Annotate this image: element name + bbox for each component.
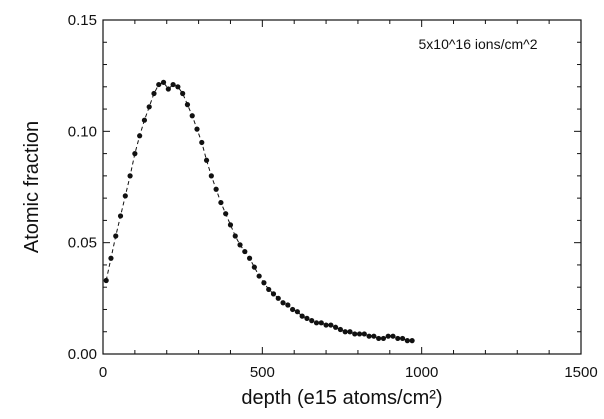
data-point (347, 329, 353, 335)
data-point (165, 86, 171, 92)
x-tick-label: 0 (99, 364, 107, 381)
data-point (275, 295, 281, 301)
data-point (266, 286, 272, 293)
data-point (294, 309, 300, 315)
data-point (180, 90, 186, 97)
data-point (117, 213, 124, 219)
data-point (122, 193, 128, 199)
data-point (376, 335, 382, 342)
data-point (380, 335, 387, 342)
data-point (385, 333, 391, 339)
data-point (146, 104, 152, 110)
data-point (170, 81, 176, 88)
data-point (371, 333, 377, 339)
data-point (318, 320, 324, 326)
data-point (242, 248, 248, 255)
data-point (404, 338, 410, 344)
data-point (337, 326, 344, 333)
plot-frame (102, 19, 582, 355)
data-point (160, 79, 167, 85)
data-point (151, 90, 157, 97)
x-tick-label: 1000 (405, 364, 438, 381)
data-point (285, 302, 291, 308)
data-point (208, 173, 214, 179)
tick-labels: 0 500 1000 1500 0.00 0.05 0.10 0.15 (68, 12, 598, 381)
data-point (203, 157, 210, 163)
data-point (390, 333, 396, 339)
data-point (290, 306, 296, 313)
data-point (246, 255, 253, 261)
data-point (103, 277, 109, 284)
y-tick-label: 0.05 (68, 235, 97, 252)
data-point (108, 255, 114, 261)
data-point (223, 211, 229, 217)
data-point (232, 233, 238, 239)
data-point (213, 186, 219, 192)
data-point (304, 315, 310, 321)
data-point (184, 102, 191, 108)
data-point (256, 273, 262, 279)
data-point (361, 331, 367, 337)
data-point (352, 331, 358, 337)
data-point (175, 84, 181, 90)
data-point (356, 331, 363, 337)
y-tick-label: 0.00 (68, 346, 97, 363)
x-tick-label: 1500 (564, 364, 597, 381)
data-point (328, 322, 334, 328)
data-point (194, 126, 200, 132)
data-point (132, 151, 138, 157)
data-point (395, 335, 401, 342)
data-point (399, 335, 406, 342)
data-point (409, 338, 415, 344)
data-point (309, 318, 315, 324)
data-point (127, 173, 133, 179)
data-point (137, 133, 143, 139)
data-point (333, 324, 339, 330)
data-point (227, 222, 234, 228)
series-line (105, 81, 413, 342)
x-axis-label: depth (e15 atoms/cm²) (241, 387, 442, 409)
data-point (270, 291, 277, 297)
data-point (237, 242, 243, 248)
data-point (280, 300, 286, 306)
data-point (313, 320, 320, 326)
y-tick-label: 0.10 (68, 123, 97, 140)
data-point (113, 233, 119, 239)
data-point (218, 199, 224, 206)
data-point (342, 329, 348, 335)
data-point (156, 81, 162, 88)
ticks (102, 19, 582, 355)
y-tick-label: 0.15 (68, 12, 97, 29)
data-point (189, 113, 195, 119)
data-point (199, 139, 205, 146)
data-point (251, 264, 257, 270)
data-points (103, 79, 415, 344)
data-point (299, 313, 305, 319)
y-axis-label: Atomic fraction (21, 121, 43, 253)
data-point (366, 333, 372, 339)
data-point (141, 117, 148, 123)
data-point (323, 322, 329, 328)
x-tick-label: 500 (250, 364, 275, 381)
annotation: 5x10^16 ions/cm^2 (419, 36, 538, 52)
data-point (261, 280, 267, 286)
